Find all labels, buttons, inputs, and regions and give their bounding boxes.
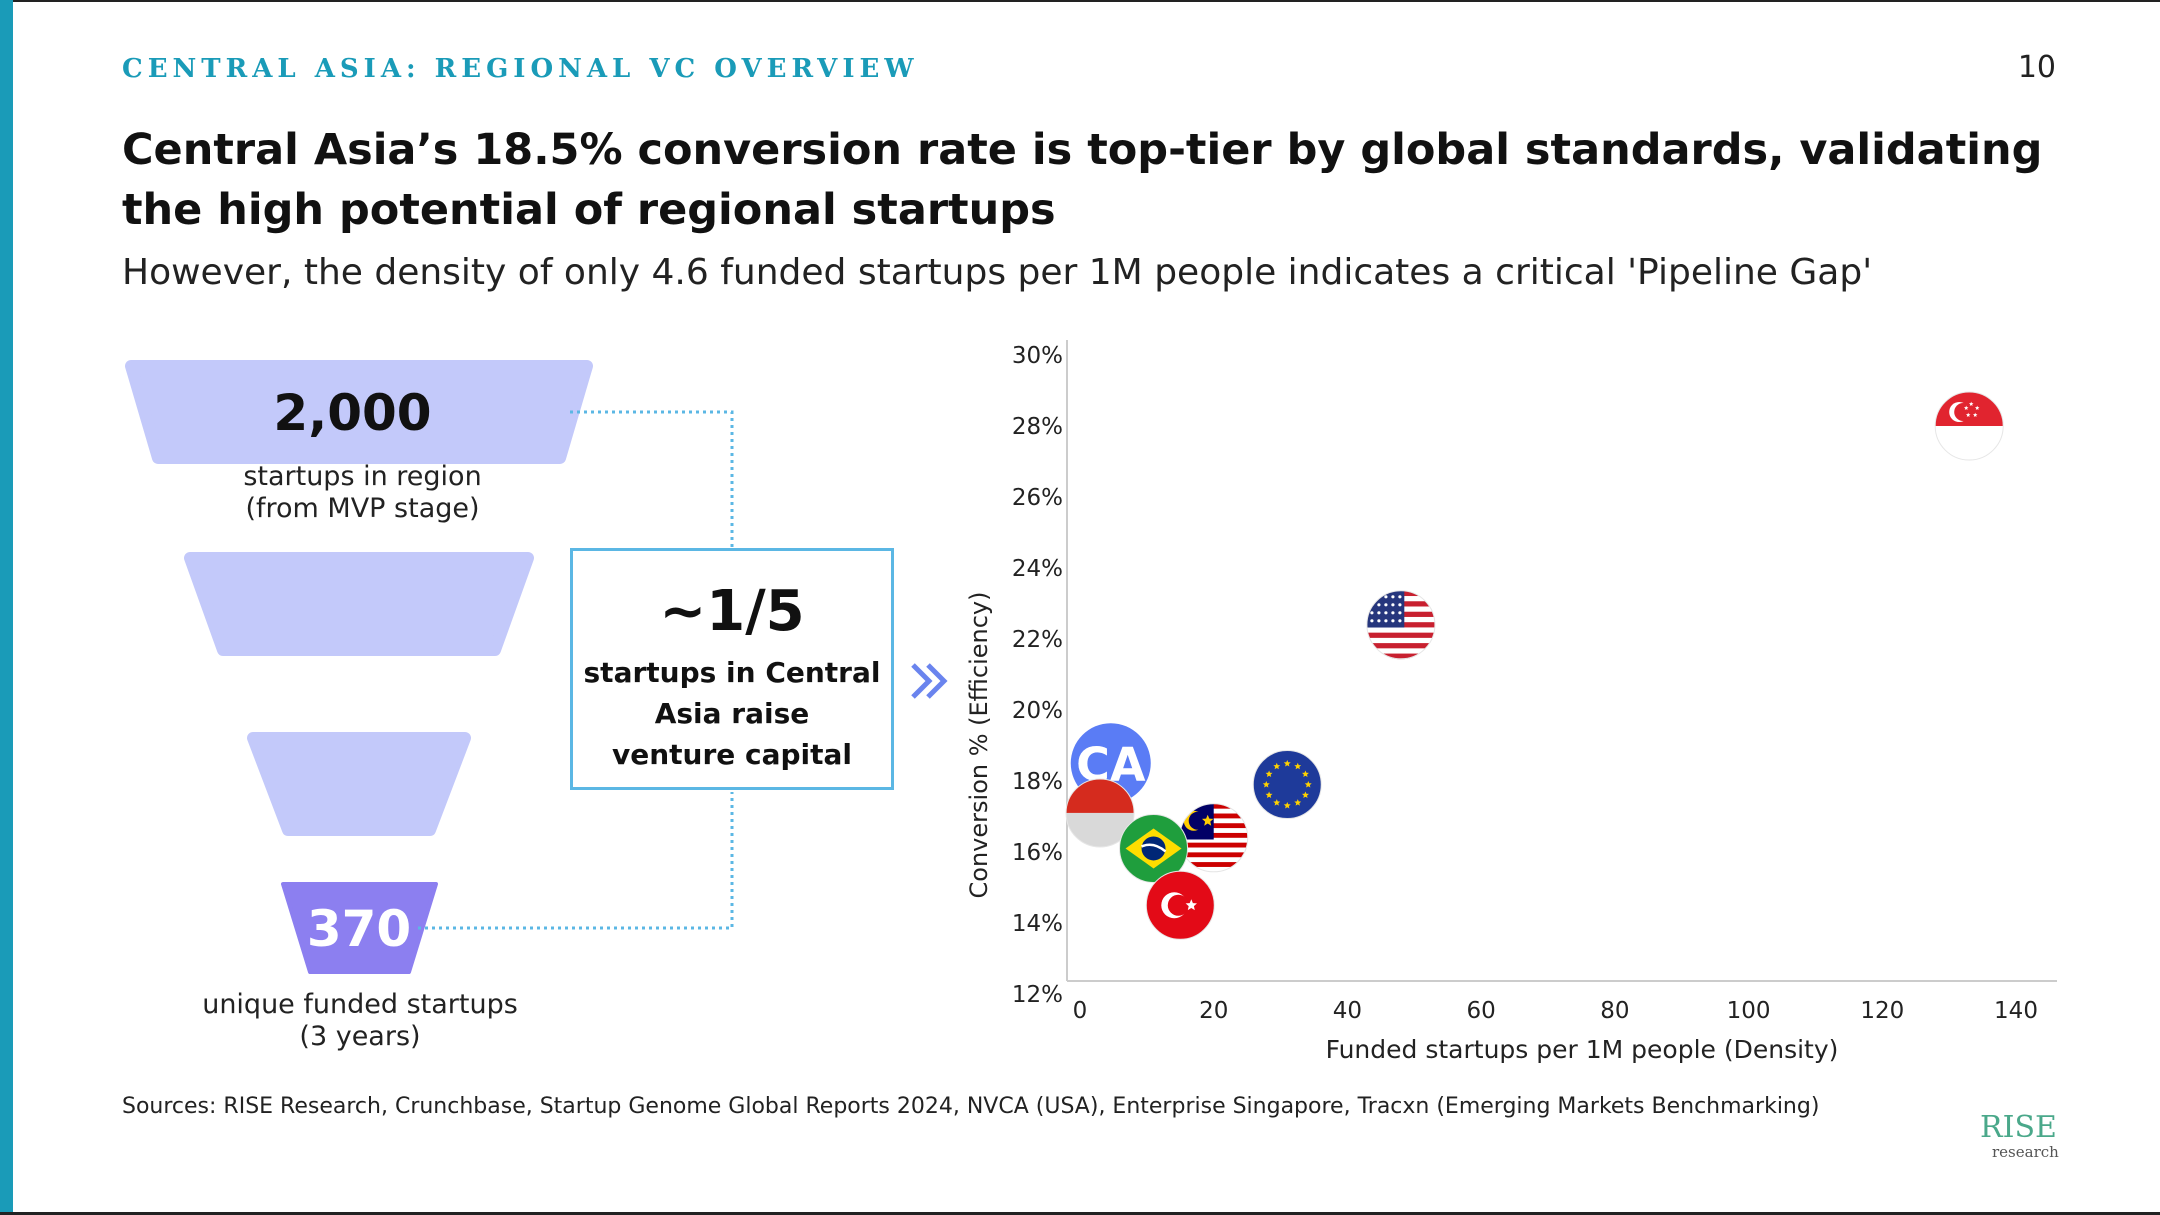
callout-line-2: Asia raise bbox=[654, 697, 810, 730]
callout-line-3: venture capital bbox=[611, 738, 853, 771]
connector-top bbox=[570, 410, 734, 548]
y-tick-label: 12% bbox=[1012, 982, 1063, 1008]
rise-logo: RISE bbox=[1980, 1110, 2057, 1145]
callout-text: startups in Central Asia raise venture c… bbox=[573, 652, 891, 775]
x-tick-label: 40 bbox=[1333, 998, 1362, 1024]
scatter-chart: 12% 14% 16% 18% 20% 22% 24% 26% 28% 30% 0 20 40 60 80… bbox=[965, 340, 2057, 1064]
connector-bottom bbox=[418, 792, 734, 930]
frame-bottom-border bbox=[0, 1212, 2160, 1215]
x-axis-label: Funded startups per 1M people (Density) bbox=[1326, 1035, 1839, 1064]
funnel-top-caption-1: startups in region bbox=[243, 461, 482, 492]
x-tick-label: 0 bbox=[1073, 998, 1088, 1024]
x-tick-label: 20 bbox=[1199, 998, 1228, 1024]
data-point-flag-singapore bbox=[1934, 391, 2004, 461]
rise-logo-subtext: research bbox=[1992, 1143, 2059, 1161]
funnel-stage-2 bbox=[184, 552, 534, 656]
x-tick-label: 140 bbox=[1994, 998, 2038, 1024]
funnel-bottom-caption-2: (3 years) bbox=[299, 1021, 421, 1052]
section-label: CENTRAL ASIA: REGIONAL VC OVERVIEW bbox=[122, 54, 919, 84]
y-tick-label: 16% bbox=[1012, 840, 1063, 866]
data-point-flag-usa bbox=[1366, 590, 1436, 660]
y-axis-label: Conversion % (Efficiency) bbox=[965, 592, 993, 899]
sources-note: Sources: RISE Research, Crunchbase, Star… bbox=[122, 1094, 1820, 1119]
funnel-stage-3 bbox=[247, 732, 471, 836]
funnel-graphic bbox=[125, 360, 948, 974]
funnel-top-value: 2,000 bbox=[273, 384, 432, 442]
callout-line-1: startups in Central bbox=[583, 656, 881, 689]
page-subtitle: However, the density of only 4.6 funded … bbox=[122, 252, 1873, 293]
funnel-bottom-value: 370 bbox=[306, 900, 412, 958]
data-point-flag-eu bbox=[1252, 750, 1322, 820]
funnel-bottom-caption-1: unique funded startups bbox=[202, 989, 518, 1020]
y-tick-label: 18% bbox=[1012, 769, 1063, 795]
y-tick-label: 30% bbox=[1012, 343, 1063, 369]
data-point-flag-turkey bbox=[1145, 870, 1215, 940]
page-number: 10 bbox=[2017, 50, 2056, 85]
data-point-flag-malaysia bbox=[1179, 803, 1249, 873]
funnel-stage-1 bbox=[125, 360, 593, 464]
frame-top-border bbox=[0, 0, 2160, 2]
callout-value: ~1/5 bbox=[659, 579, 805, 644]
accent-bar bbox=[0, 0, 13, 1215]
y-tick-label: 26% bbox=[1012, 485, 1063, 511]
x-tick-label: 80 bbox=[1600, 998, 1629, 1024]
x-tick-label: 120 bbox=[1860, 998, 1904, 1024]
funnel-stage-4 bbox=[281, 882, 438, 974]
y-tick-label: 14% bbox=[1012, 911, 1063, 937]
funnel-top-caption-2: (from MVP stage) bbox=[245, 493, 480, 524]
y-tick-label: 20% bbox=[1012, 698, 1063, 724]
page-title: Central Asia’s 18.5% conversion rate is … bbox=[122, 125, 2043, 235]
y-tick-label: 28% bbox=[1012, 414, 1063, 440]
x-tick-label: 100 bbox=[1727, 998, 1771, 1024]
y-tick-label: 24% bbox=[1012, 556, 1063, 582]
callout-box: ~1/5 startups in Central Asia raise vent… bbox=[570, 548, 894, 790]
x-tick-label: 60 bbox=[1467, 998, 1496, 1024]
y-tick-label: 22% bbox=[1012, 627, 1063, 653]
double-chevron-right-icon bbox=[911, 663, 948, 699]
